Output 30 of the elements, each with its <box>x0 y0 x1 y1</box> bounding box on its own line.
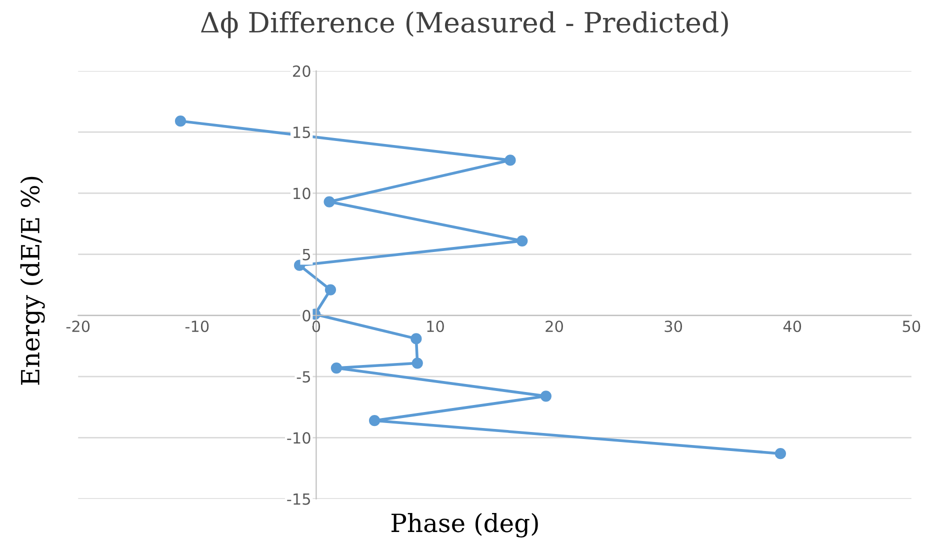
y-tick-label: -10 <box>287 432 310 444</box>
x-tick-label: -10 <box>185 320 209 332</box>
point <box>774 448 786 460</box>
y-tick-label: -15 <box>287 494 310 505</box>
x-tick-label: 20 <box>546 320 563 332</box>
y-tick-label: 5 <box>302 249 310 260</box>
x-tick-label: 0 <box>312 320 320 332</box>
chart-title: Δϕ Difference (Measured - Predicted) <box>200 11 728 38</box>
point <box>324 196 335 208</box>
point <box>330 362 342 374</box>
y-axis-title: Energy (dE/E %) <box>20 176 45 385</box>
y-tick-label: 10 <box>294 188 310 200</box>
point <box>412 358 423 369</box>
point <box>324 284 336 296</box>
x-tick-label: 40 <box>783 320 802 332</box>
point <box>368 415 380 426</box>
y-tick-label: 0 <box>302 310 310 322</box>
point <box>516 235 528 246</box>
x-tick-label: 30 <box>664 320 682 332</box>
y-tick-label: 20 <box>293 65 310 77</box>
point <box>174 116 186 127</box>
y-tick-label: -5 <box>296 371 310 383</box>
x-tick-label: 10 <box>427 320 444 332</box>
point <box>410 333 422 344</box>
x-axis-title: Phase (deg) <box>392 512 538 538</box>
x-tick-label: 50 <box>902 320 920 332</box>
point <box>540 390 552 402</box>
y-tick-label: 15 <box>294 126 310 138</box>
x-tick-label: -20 <box>66 320 90 332</box>
point <box>504 154 516 166</box>
